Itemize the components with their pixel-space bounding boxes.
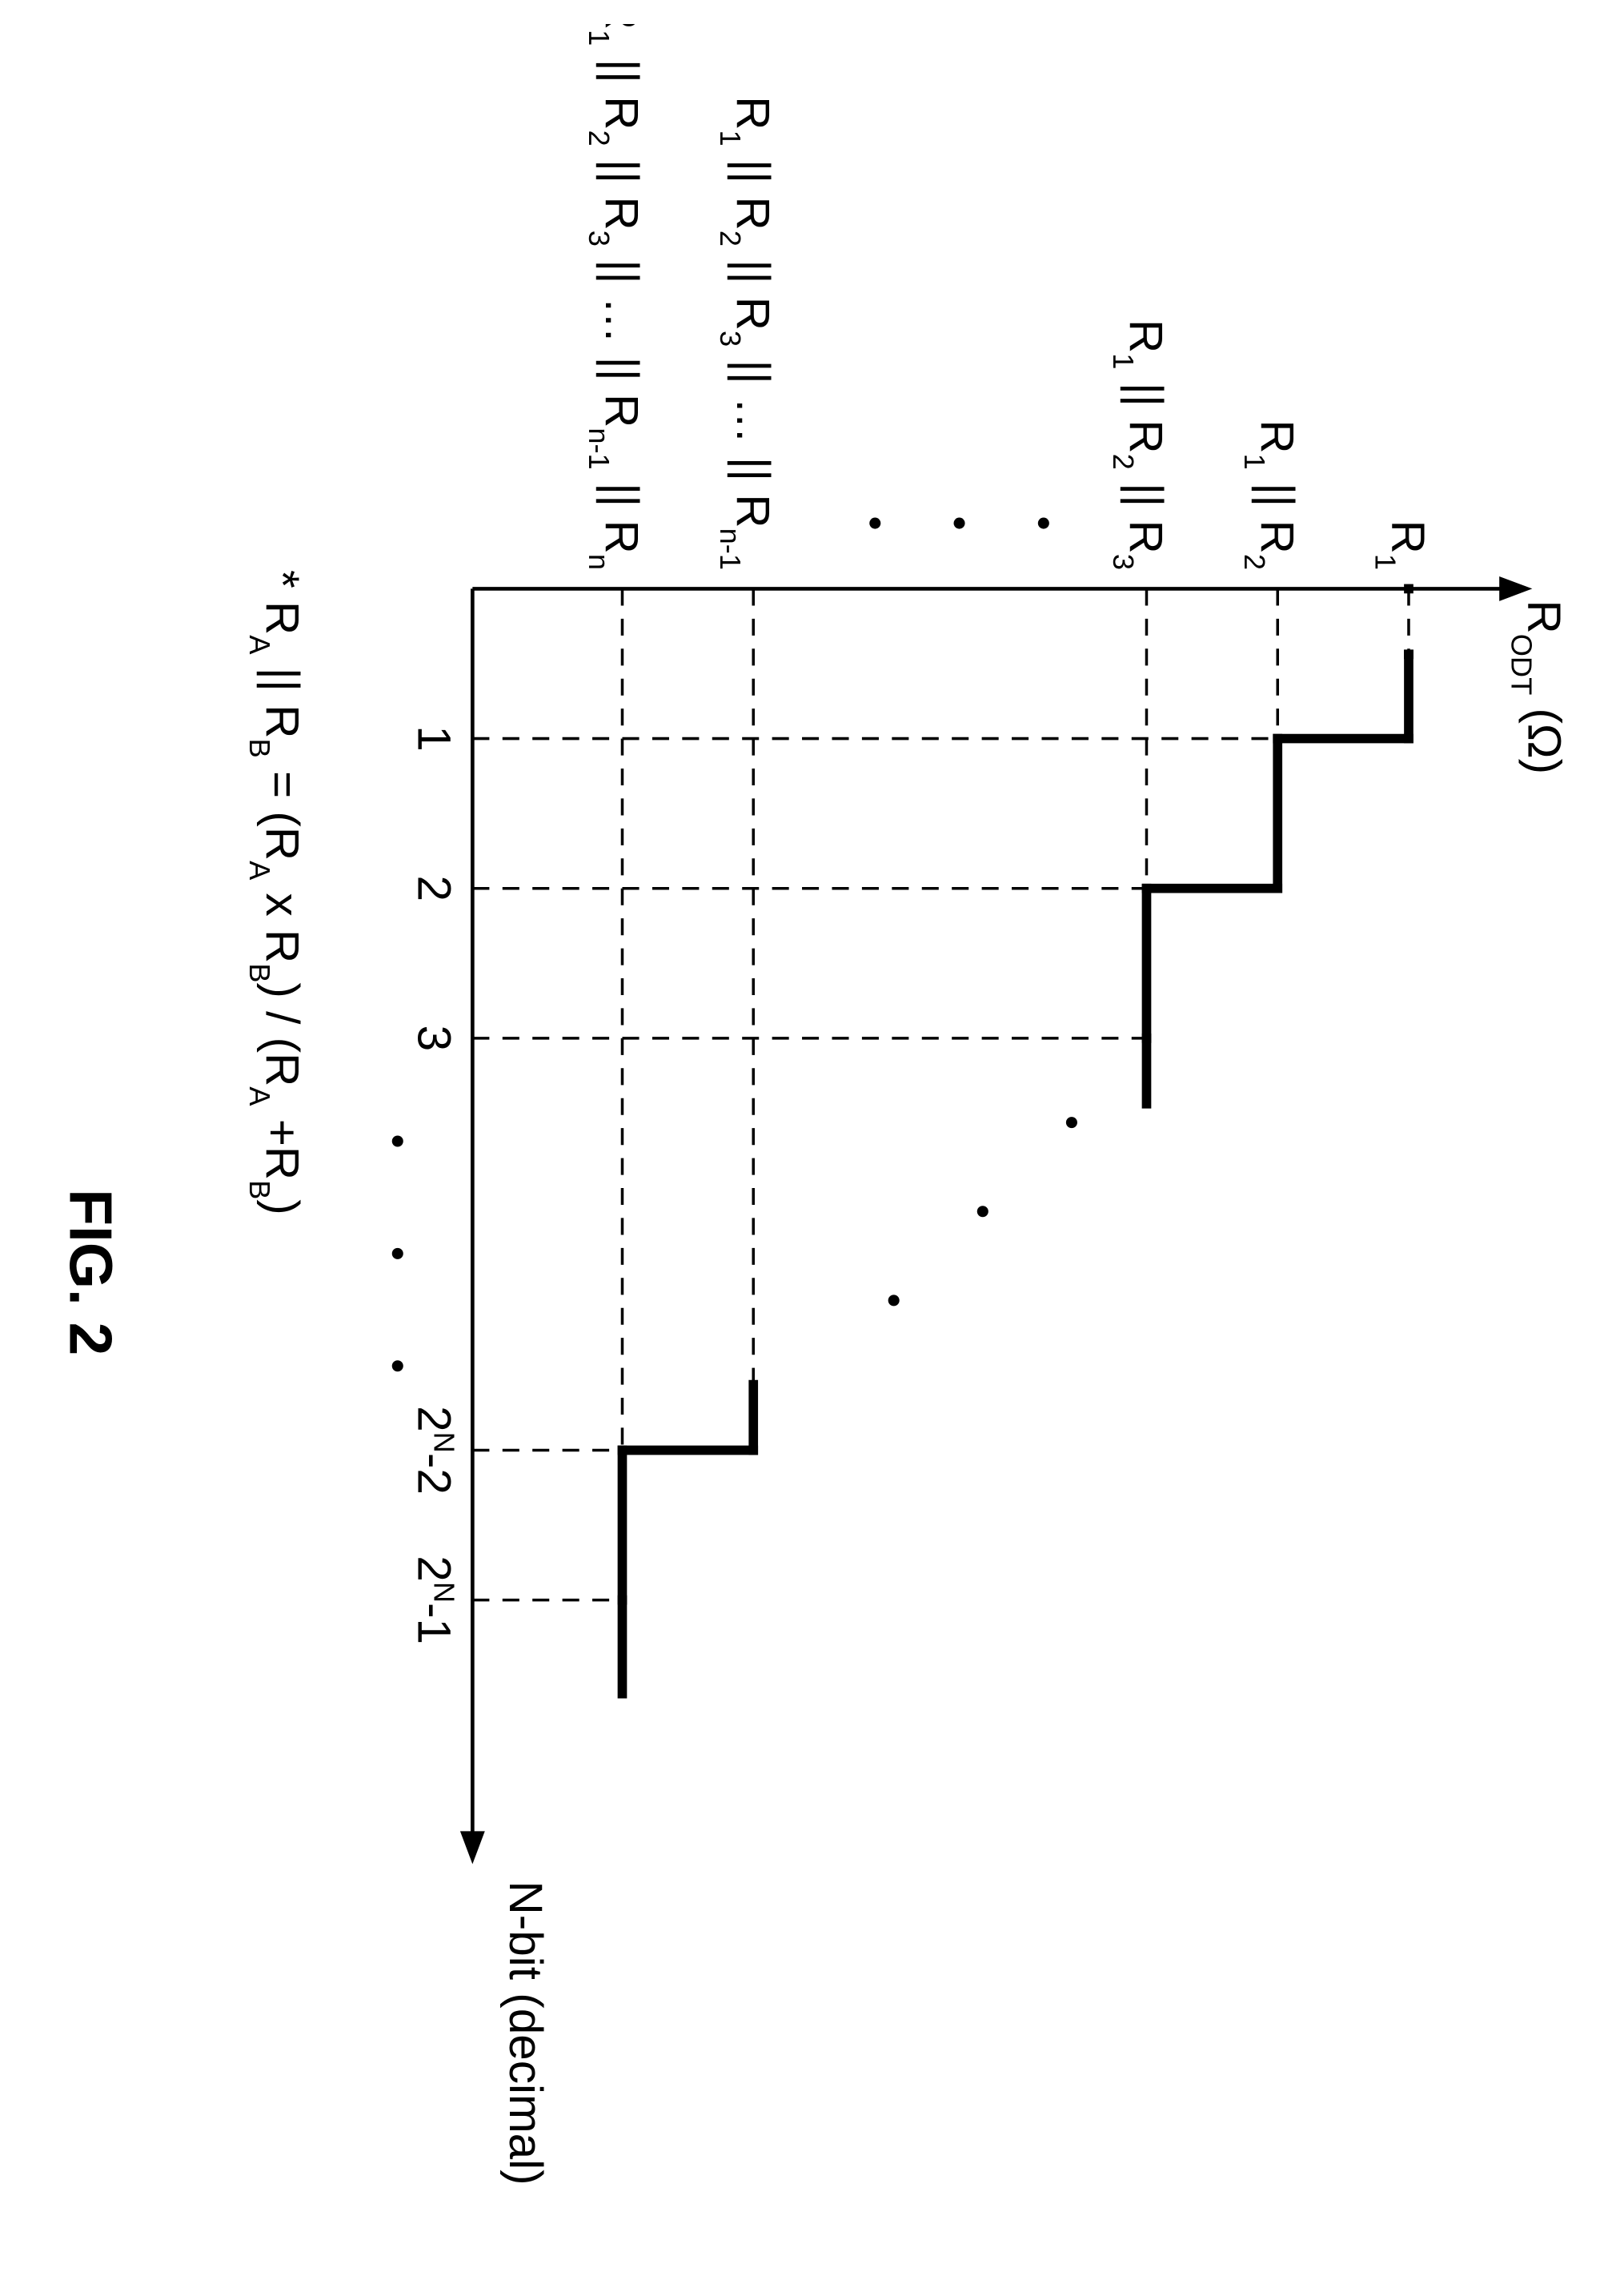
y-tick-label: R1 || R2 (1238, 419, 1302, 570)
x-tick-label: 2N-2 (407, 1406, 461, 1495)
x-tick-label: 3 (407, 1026, 459, 1052)
y-tick-label: R1 (1369, 520, 1434, 570)
x-axis-title: N-bit (decimal) (499, 1881, 551, 2186)
rodt-step-diagram: RODT (Ω) N-bit (decimal) 1 2 3 2N-2 2N-1 R1 R1 |… (33, 24, 1624, 2258)
figure-caption: FIG. 2 (57, 1189, 124, 1355)
footnote-formula: * RA || RB = (RA x RB) / (RA +RB) (244, 570, 309, 1215)
y-tick-label: R1 || R2 || R3 (1108, 319, 1173, 570)
x-tick-label: 2 (407, 875, 459, 901)
y-tick-label: R1 || R2 || R3 || … || Rn-1 || Rn (583, 24, 648, 570)
x-tick-label: 2N-1 (407, 1555, 461, 1644)
y-axis-title: RODT (Ω) (1506, 600, 1570, 774)
y-tick-label: R1 || R2 || R3 || … || Rn-1 (714, 96, 779, 570)
x-tick-label: 1 (407, 725, 459, 752)
